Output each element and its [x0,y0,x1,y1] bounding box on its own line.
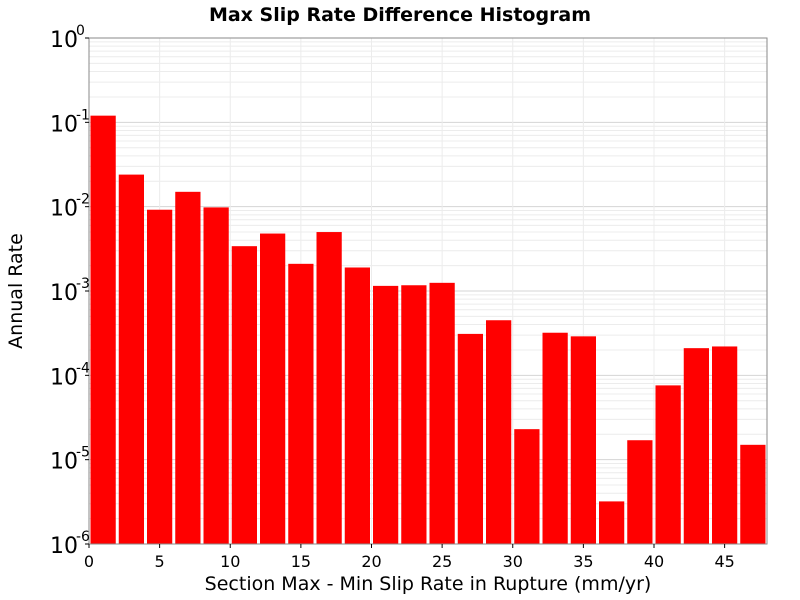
histogram-bar [542,332,568,544]
y-tick-label: 10 [50,534,78,559]
y-tick-exponent: -5 [76,445,90,461]
y-axis-label: Annual Rate [5,233,27,349]
y-tick-exponent: -1 [76,107,90,123]
x-tick-label: 45 [714,552,734,571]
histogram-bar [429,282,455,544]
histogram-bar [231,246,257,545]
histogram-bar [457,333,483,544]
histogram-bar [147,209,173,544]
x-tick-label: 25 [432,552,452,571]
histogram-bar [683,348,709,544]
histogram-bar [655,385,681,544]
histogram-bar [260,233,286,545]
histogram-bar [712,346,738,544]
y-tick-exponent: -3 [76,276,90,292]
x-axis-ticks: 0 5 10 15 20 25 30 35 40 45 [84,544,735,571]
y-tick-label: 10 [50,112,78,137]
histogram-bar [316,232,342,544]
y-tick-exponent: -2 [76,192,90,208]
bars [90,115,766,545]
y-tick-label: 10 [50,197,78,222]
y-tick-label: 10 [50,28,78,53]
x-tick-label: 40 [644,552,664,571]
y-tick-label: 10 [50,450,78,475]
histogram-bar [627,440,653,544]
x-axis-label: Section Max - Min Slip Rate in Rupture (… [205,573,652,595]
y-tick-label: 10 [50,365,78,390]
y-tick-exponent: -6 [76,529,90,545]
x-tick-label: 35 [573,552,593,571]
x-tick-label: 10 [220,552,240,571]
histogram-bar [514,429,540,544]
histogram-bar [344,267,370,544]
histogram-bar [288,263,314,544]
histogram-bar [570,336,596,544]
histogram-bar [740,444,766,544]
histogram-bar [90,115,116,545]
histogram-bar [599,501,625,544]
x-tick-label: 20 [361,552,381,571]
histogram-bar [175,191,201,545]
histogram-bar [373,285,399,544]
histogram-bar [486,320,512,544]
histogram-bar [118,174,144,545]
x-tick-label: 0 [84,552,94,571]
y-tick-exponent: -4 [76,360,90,376]
grid-lines [88,38,767,545]
histogram-bar [401,285,427,544]
histogram-bar [203,207,229,544]
x-tick-label: 30 [503,552,523,571]
x-tick-label: 15 [291,552,311,571]
y-tick-label: 10 [50,281,78,306]
x-tick-label: 5 [155,552,165,571]
chart-title: Max Slip Rate Difference Histogram [209,4,591,26]
y-tick-exponent: 0 [76,23,85,39]
